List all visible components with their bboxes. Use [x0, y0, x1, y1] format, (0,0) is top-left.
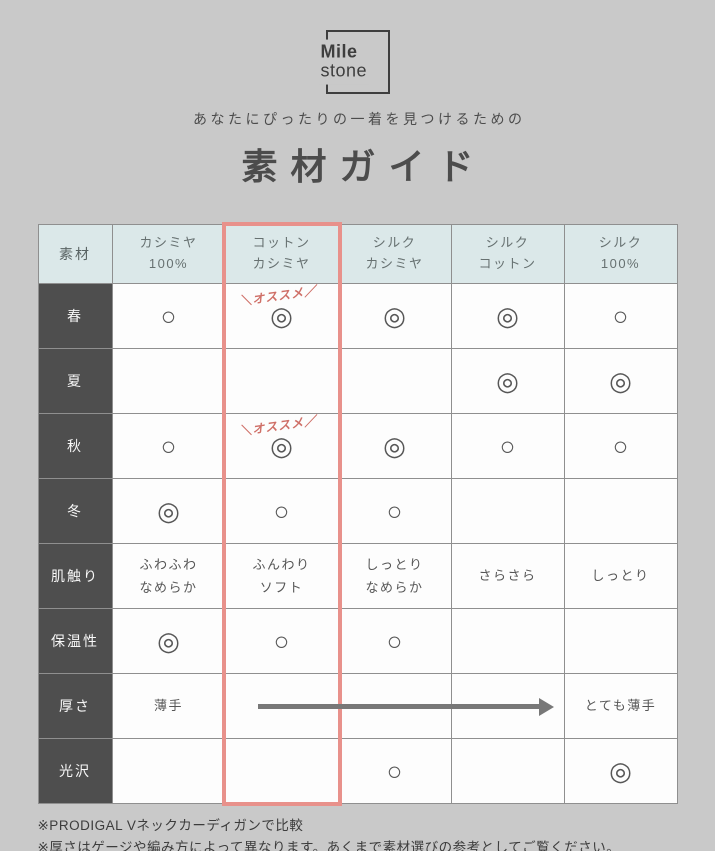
row-label-5: 保温性 [38, 609, 112, 673]
table-cell: ふわふわ なめらか [112, 544, 225, 608]
logo-word-stone: stone [320, 61, 368, 81]
table-cell: ◎ [564, 349, 677, 413]
circle-mark: ○ [386, 626, 403, 656]
cell-text: とても薄手 [584, 698, 657, 714]
double-circle-mark: ◎ [157, 496, 180, 526]
double-circle-mark: ◎ [270, 301, 293, 331]
column-header-0: カシミヤ 100% [112, 225, 225, 283]
circle-mark: ○ [160, 301, 177, 331]
row-label-1: 夏 [38, 349, 112, 413]
table-cell: ○ [112, 414, 225, 478]
table-cell: さらさら [451, 544, 564, 608]
table-cell: ◎ [451, 349, 564, 413]
table-cell: ◎ [338, 414, 451, 478]
row-label-4: 肌触り [38, 544, 112, 608]
page-subtitle: あなたにぴったりの一着を見つけるための [193, 111, 526, 127]
table-cell: ○ [112, 284, 225, 348]
double-circle-mark: ◎ [383, 431, 406, 461]
row-label-2: 秋 [38, 414, 112, 478]
row-label-7: 光沢 [38, 739, 112, 803]
circle-mark: ○ [612, 301, 629, 331]
logo-word-mile: Mile [320, 41, 358, 62]
milestone-logo: Mile stone [318, 30, 390, 94]
table-cell: ◎ [564, 739, 677, 803]
table-cell [451, 479, 564, 543]
table-cell: 薄手 [112, 674, 225, 738]
double-circle-mark: ◎ [496, 366, 519, 396]
circle-mark: ○ [499, 431, 516, 461]
table-cell: ○ [225, 609, 338, 673]
table-cell: とても薄手 [564, 674, 677, 738]
page-title: 素材ガイド [241, 146, 487, 187]
table-cell: しっとり [564, 544, 677, 608]
circle-mark: ○ [160, 431, 177, 461]
column-header-1: コットン カシミヤ [225, 225, 338, 283]
column-header-3: シルク コットン [451, 225, 564, 283]
double-circle-mark: ◎ [496, 301, 519, 331]
table-cell: ◎ ＼オススメ／ [225, 414, 338, 478]
table-cell: ○ [225, 479, 338, 543]
cell-text: ふんわり ソフト [252, 556, 311, 595]
cell-text: しっとり [591, 568, 650, 584]
table-cell: ○ [338, 739, 451, 803]
table-cell [112, 739, 225, 803]
circle-mark: ○ [612, 431, 629, 461]
table-cell: ◎ [112, 609, 225, 673]
double-circle-mark: ◎ [609, 756, 632, 786]
material-comparison-table: 素材 カシミヤ 100% コットン カシミヤ シルク カシミヤ シルク コットン シルク … [37, 222, 678, 806]
table-cell: ◎ [451, 284, 564, 348]
table-cell [225, 349, 338, 413]
circle-mark: ○ [273, 496, 290, 526]
table-cell: ○ [564, 414, 677, 478]
table-cell: ○ [338, 609, 451, 673]
corner-header: 素材 [38, 225, 112, 283]
table-cell [564, 479, 677, 543]
double-circle-mark: ◎ [270, 431, 293, 461]
footnote-comparison: ※PRODIGAL Vネックカーディガンで比較 [37, 818, 304, 833]
column-header-4: シルク 100% [564, 225, 677, 283]
circle-mark: ○ [273, 626, 290, 656]
table-cell: ふんわり ソフト [225, 544, 338, 608]
cell-text: 薄手 [153, 698, 183, 714]
table-cell: ○ [338, 479, 451, 543]
table-cell: ○ [564, 284, 677, 348]
table-cell: ○ [451, 414, 564, 478]
table-cell: ◎ ＼オススメ／ [225, 284, 338, 348]
table-cell [225, 739, 338, 803]
cell-text: さらさら [478, 568, 537, 584]
logo-text: Mile stone [318, 39, 370, 85]
row-label-3: 冬 [38, 479, 112, 543]
table-cell [564, 609, 677, 673]
circle-mark: ○ [386, 756, 403, 786]
footnote-disclaimer: ※厚さはゲージや編み方によって異なります。あくまで素材選びの参考としてご覧くださ… [37, 840, 621, 851]
circle-mark: ○ [386, 496, 403, 526]
column-header-2: シルク カシミヤ [338, 225, 451, 283]
table-cell: しっとり なめらか [338, 544, 451, 608]
table-cell [112, 349, 225, 413]
cell-text: しっとり なめらか [365, 556, 424, 595]
double-circle-mark: ◎ [157, 626, 180, 656]
double-circle-mark: ◎ [609, 366, 632, 396]
thickness-direction-arrow [257, 704, 541, 709]
table-cell [451, 609, 564, 673]
cell-text: ふわふわ なめらか [139, 556, 198, 595]
table-cell: ◎ [112, 479, 225, 543]
row-label-0: 春 [38, 284, 112, 348]
table-cell [451, 739, 564, 803]
row-label-6: 厚さ [38, 674, 112, 738]
table-grid: 素材 カシミヤ 100% コットン カシミヤ シルク カシミヤ シルク コットン シルク … [37, 224, 678, 804]
double-circle-mark: ◎ [383, 301, 406, 331]
table-cell: ◎ [338, 284, 451, 348]
footnotes: ※PRODIGAL Vネックカーディガンで比較 ※厚さはゲージや編み方によって異… [38, 815, 678, 851]
table-cell [338, 349, 451, 413]
